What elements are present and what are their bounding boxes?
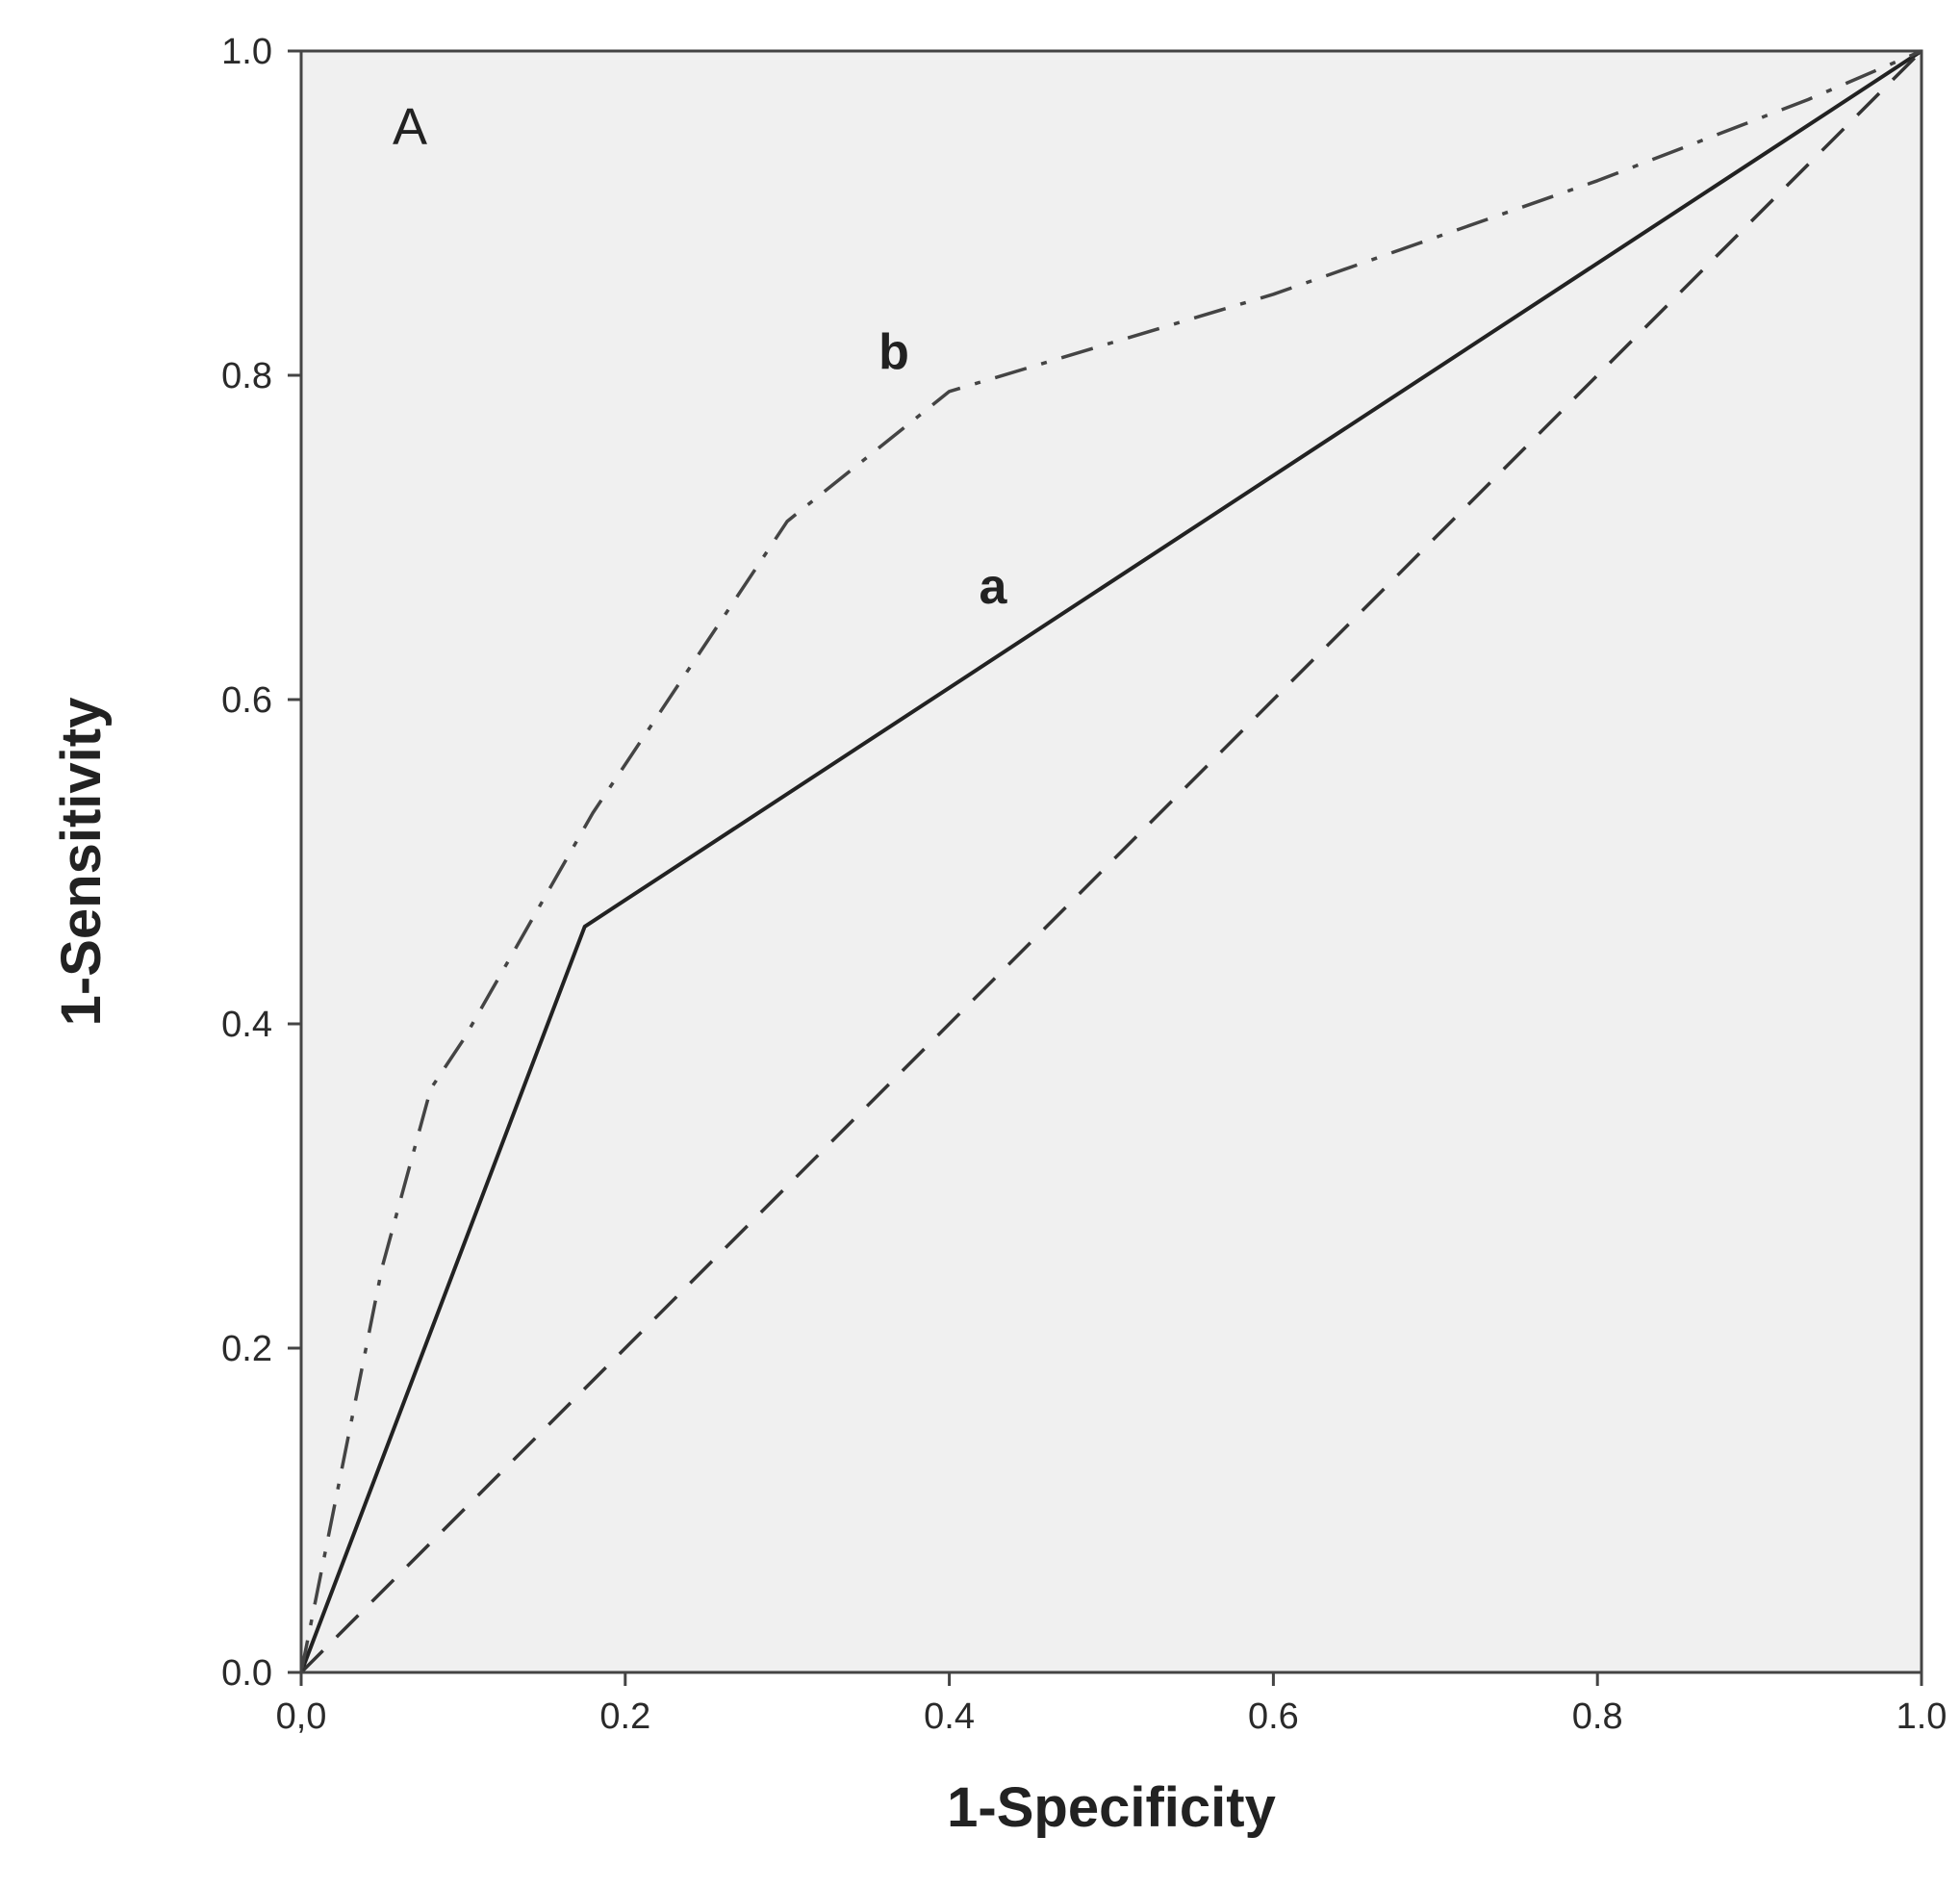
plot-area — [301, 51, 1922, 1672]
y-axis-title: 1-Sensitivity — [50, 698, 113, 1027]
x-tick-label: 0.8 — [1572, 1696, 1623, 1737]
y-tick-label: 0.2 — [221, 1329, 272, 1369]
y-tick-label: 0.8 — [221, 356, 272, 396]
y-tick-label: 0.0 — [221, 1653, 272, 1694]
series-layer: ab — [299, 49, 1923, 1674]
series-a-line — [299, 49, 1923, 1673]
plot-frame — [299, 49, 1923, 1674]
x-tick-label: 0,0 — [276, 1696, 327, 1737]
x-tick-label: 0.2 — [599, 1696, 650, 1737]
y-tick-label: 1.0 — [221, 32, 272, 72]
y-tick-label: 0.6 — [221, 680, 272, 721]
panel-label: A — [393, 98, 427, 156]
x-axis-title: 1-Specificity — [947, 1776, 1276, 1839]
x-tick-label: 0.4 — [924, 1696, 975, 1737]
x-tick-label: 1.0 — [1896, 1696, 1947, 1737]
series-dashed-line — [299, 49, 1923, 1674]
series-label-b: b — [878, 324, 909, 380]
series-label-a: a — [980, 559, 1008, 615]
axis-layer: 0.0 0.2 0.4 0.6 0.8 1.0 0,0 0.2 0.4 0.6 0.8 1.0 — [221, 32, 1947, 1737]
series-b-line — [299, 49, 1922, 1673]
x-tick-label: 0.6 — [1248, 1696, 1299, 1737]
y-tick-label: 0.4 — [221, 1005, 272, 1045]
